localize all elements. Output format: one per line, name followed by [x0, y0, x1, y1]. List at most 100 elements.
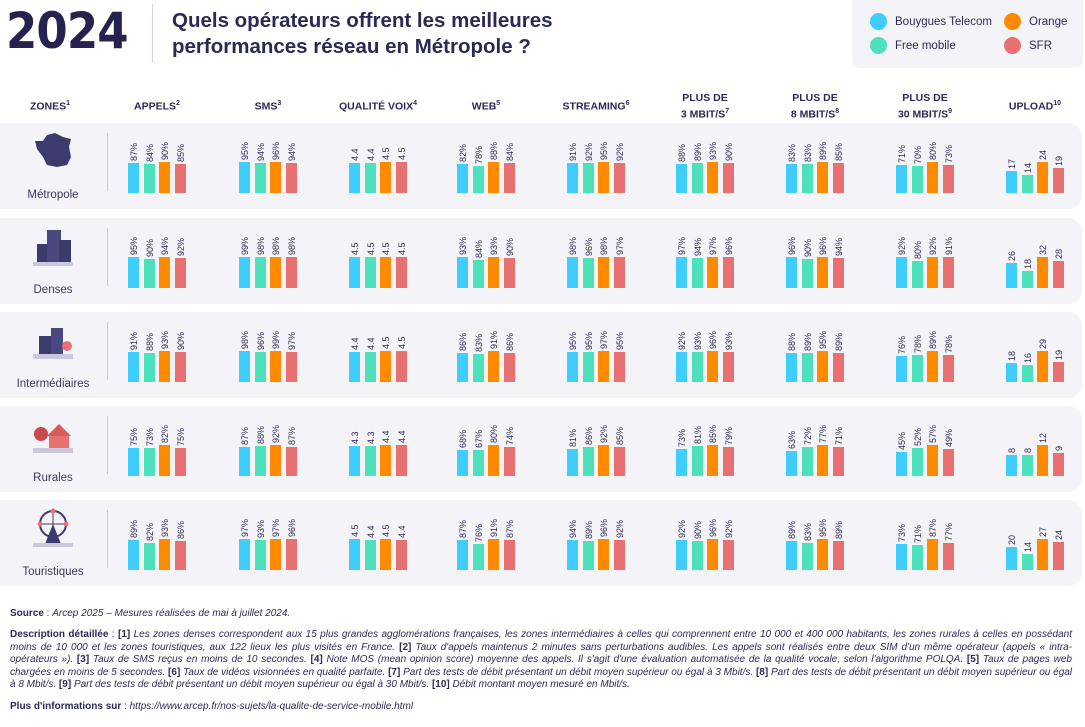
data-label: 96%	[599, 518, 609, 537]
data-label: 94%	[692, 237, 703, 256]
bar-free-mobile	[143, 448, 155, 476]
data-label: 97%	[708, 236, 718, 255]
data-label: 88%	[255, 426, 266, 445]
data-label: 89%	[583, 521, 594, 540]
bar-free-mobile	[1021, 174, 1033, 193]
bar-orange	[159, 162, 170, 193]
bar-bouygues-telecom	[457, 352, 468, 382]
data-label: 94%	[286, 142, 297, 161]
bar-bouygues-telecom	[676, 257, 687, 288]
bar-orange	[817, 162, 828, 193]
zone-cell: Touristiques	[0, 500, 106, 586]
town-icon	[33, 328, 73, 359]
bar-orange	[270, 539, 281, 570]
bar-sfr	[503, 163, 515, 193]
zone-row-4: Touristiques 89% 82% 93% 86% 97% 93% 97% 96% 4.5 4…	[0, 500, 1082, 586]
zone-cell: Intermédiaires	[0, 312, 106, 398]
data-label: 96%	[708, 330, 718, 349]
data-label: 4.5	[396, 242, 407, 255]
bar-orange	[1037, 445, 1048, 476]
column-header-0: APPELS2	[102, 97, 212, 114]
data-label: 96%	[583, 237, 594, 256]
data-label: 83%	[473, 333, 484, 352]
data-label: 99%	[271, 330, 281, 349]
zone-cell: Rurales	[0, 406, 106, 492]
data-label: 87%	[928, 518, 938, 537]
bar-orange	[488, 351, 499, 382]
bar-sfr	[285, 162, 297, 193]
data-label: 94%	[160, 237, 170, 256]
data-label: 27	[1038, 526, 1048, 537]
data-label: 8	[1022, 448, 1033, 454]
bar-sfr	[942, 354, 954, 382]
bar-sfr	[613, 447, 625, 476]
data-label: 92%	[614, 520, 625, 539]
data-label: 80%	[489, 424, 499, 443]
ferris-wheel-icon	[33, 508, 73, 547]
data-label: 97%	[271, 518, 281, 537]
bar-bouygues-telecom	[128, 351, 139, 382]
data-label: 86%	[175, 521, 186, 540]
data-label: 85%	[614, 427, 625, 446]
bar-free-mobile	[801, 352, 813, 382]
more-info-link[interactable]: https://www.arcep.fr/nos-sujets/la-quali…	[129, 701, 414, 712]
data-label: 78%	[943, 334, 954, 353]
data-label: 97%	[677, 236, 687, 255]
legend-label: Bouygues Telecom	[895, 15, 992, 28]
legend-item-orange: Orange	[1004, 13, 1067, 30]
bar-orange	[927, 351, 938, 382]
bar-bouygues-telecom	[1006, 171, 1017, 193]
bar-free-mobile	[911, 261, 923, 288]
bar-bouygues-telecom	[676, 449, 687, 476]
bar-orange	[488, 445, 499, 476]
data-label: 80%	[912, 241, 923, 260]
data-label: 95%	[599, 141, 609, 160]
bar-orange	[488, 162, 499, 193]
rural-house-icon	[33, 424, 73, 453]
data-label: 96%	[708, 518, 718, 537]
bar-orange	[159, 257, 170, 288]
data-label: 87%	[240, 426, 250, 445]
bar-bouygues-telecom	[896, 257, 907, 288]
column-header-label: SMS	[254, 100, 278, 113]
column-header-footnote: 4	[413, 100, 417, 107]
legend-item-sfr: SFR	[1004, 37, 1052, 54]
data-label: 87%	[504, 520, 515, 539]
footnote-text: Taux de vidéos visionnées en qualité par…	[183, 666, 386, 678]
data-label: 26	[1007, 250, 1017, 261]
data-label: 89%	[928, 330, 938, 349]
bar-free-mobile	[143, 542, 155, 570]
data-label: 98%	[599, 236, 609, 255]
bar-sfr	[285, 446, 297, 476]
data-label: 12	[1038, 432, 1048, 443]
bar-free-mobile	[1021, 364, 1033, 382]
data-label: 92%	[723, 520, 734, 539]
zone-divider	[107, 228, 108, 286]
bar-sfr	[174, 352, 186, 382]
footnote-ref: [1]	[117, 629, 131, 640]
data-label: 90%	[723, 142, 734, 161]
data-label: 92%	[928, 236, 938, 255]
data-label: 18	[1022, 258, 1033, 269]
column-header-footnote: 8	[835, 108, 840, 115]
data-label: 97%	[240, 518, 250, 537]
bar-orange	[159, 539, 170, 570]
data-label: 83%	[787, 144, 797, 163]
bar-free-mobile	[801, 164, 813, 193]
bar-orange	[380, 539, 391, 570]
data-label: 90%	[504, 237, 515, 256]
data-label: 4.5	[381, 524, 391, 537]
data-label: 70%	[912, 145, 923, 164]
bar-free-mobile	[1021, 553, 1033, 570]
data-label: 93%	[708, 141, 718, 160]
source-label: Source	[10, 608, 44, 619]
zone-cell: Denses	[0, 218, 106, 304]
bar-free-mobile	[143, 352, 155, 382]
data-label: 82%	[144, 522, 155, 541]
data-label: 90%	[160, 141, 170, 160]
bar-sfr	[285, 257, 297, 288]
bar-bouygues-telecom	[567, 163, 578, 193]
legend: Bouygues Telecom Orange Free mobile SFR	[852, 0, 1083, 68]
bar-sfr	[285, 539, 297, 570]
bar-sfr	[395, 445, 407, 476]
